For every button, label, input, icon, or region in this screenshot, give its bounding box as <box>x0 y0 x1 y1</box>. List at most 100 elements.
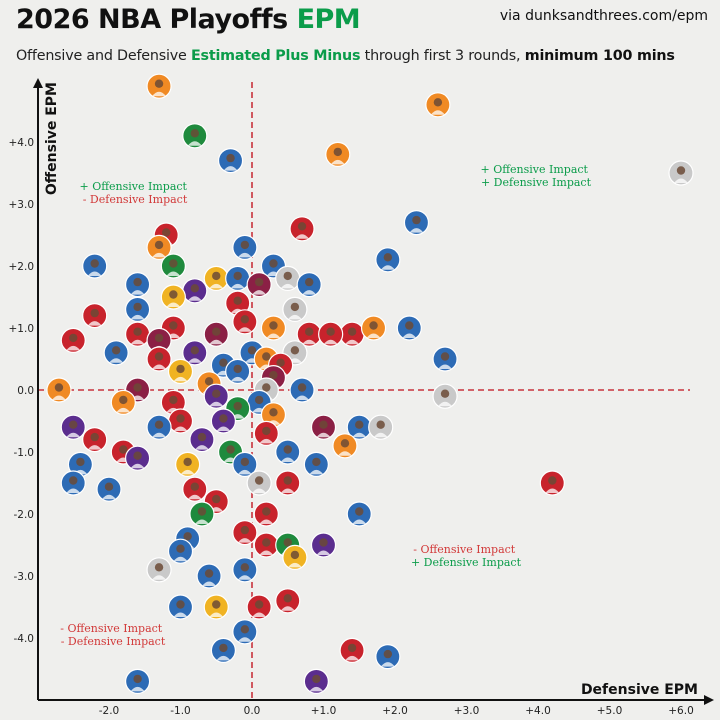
x-tick-label: +5.0 <box>597 705 623 717</box>
player-jersey-icon <box>194 519 209 524</box>
player-jersey-icon <box>287 562 302 568</box>
player-head-icon <box>69 420 78 429</box>
data-point <box>182 278 208 304</box>
data-point <box>167 538 194 564</box>
data-point <box>275 470 301 496</box>
data-point <box>332 433 358 459</box>
player-jersey-icon <box>337 451 352 456</box>
player-head-icon <box>169 395 178 405</box>
player-head-icon <box>233 296 242 305</box>
player-head-icon <box>440 389 450 398</box>
player-head-icon <box>297 222 307 231</box>
data-point <box>318 321 344 347</box>
x-tick-label: +6.0 <box>668 705 694 717</box>
player-jersey-icon <box>209 283 224 289</box>
player-head-icon <box>283 594 292 603</box>
data-point <box>346 501 372 527</box>
player-head-icon <box>226 445 235 454</box>
player-jersey-icon <box>87 271 102 276</box>
player-head-icon <box>154 240 164 250</box>
player-head-icon <box>548 476 557 485</box>
player-head-icon <box>305 327 314 336</box>
data-point <box>225 358 251 384</box>
player-head-icon <box>219 414 228 423</box>
data-point <box>210 408 236 434</box>
page-title: 2026 NBA Playoffs EPM <box>16 4 361 35</box>
data-point <box>203 265 229 291</box>
data-point <box>125 272 151 298</box>
quadrant-bottom-right-line1: - Offensive Impact <box>413 543 516 556</box>
y-tick-label: -2.0 <box>14 509 35 521</box>
data-point <box>310 414 337 440</box>
player-jersey-icon <box>280 457 295 462</box>
player-head-icon <box>247 346 257 355</box>
quadrant-label-top-left: + Offensive Impact - Defensive Impact <box>80 180 191 206</box>
player-jersey-icon <box>380 265 395 270</box>
player-jersey-icon <box>130 290 145 295</box>
player-jersey-icon <box>287 314 302 320</box>
player-jersey-icon <box>152 432 167 438</box>
subtitle-accent: Estimated Plus Minus <box>190 48 361 64</box>
player-jersey-icon <box>152 91 167 97</box>
player-head-icon <box>326 327 335 336</box>
data-point <box>125 668 151 695</box>
player-head-icon <box>90 432 99 442</box>
subtitle-pre: Offensive and Defensive <box>16 48 191 64</box>
player-head-icon <box>90 308 99 318</box>
quadrant-top-right-line1: + Offensive Impact <box>481 163 589 176</box>
player-jersey-icon <box>209 339 224 345</box>
y-tick-label: +4.0 <box>9 137 35 149</box>
player-head-icon <box>104 482 114 491</box>
player-jersey-icon <box>316 432 331 438</box>
data-point <box>82 253 108 279</box>
player-head-icon <box>183 457 192 467</box>
player-head-icon <box>133 674 142 684</box>
data-point <box>167 358 194 384</box>
player-head-icon <box>169 321 178 330</box>
player-head-icon <box>226 153 235 163</box>
data-point <box>232 619 258 645</box>
player-jersey-icon <box>380 662 395 667</box>
data-point <box>125 445 151 471</box>
data-point <box>232 234 258 260</box>
player-head-icon <box>269 259 278 268</box>
y-tick-label: -4.0 <box>14 633 35 645</box>
player-head-icon <box>190 482 199 491</box>
quadrant-top-left-line2: - Defensive Impact <box>83 193 188 206</box>
data-point <box>432 346 458 372</box>
data-point <box>217 148 244 174</box>
data-point <box>196 563 222 589</box>
subtitle-bold: minimum 100 mins <box>524 48 675 64</box>
data-point <box>189 427 215 453</box>
player-head-icon <box>119 445 128 454</box>
player-jersey-icon <box>116 407 131 413</box>
player-head-icon <box>212 271 221 281</box>
player-head-icon <box>133 451 142 460</box>
player-jersey-icon <box>295 395 310 400</box>
data-point <box>539 470 565 496</box>
data-point <box>160 389 186 415</box>
player-jersey-icon <box>166 271 181 276</box>
player-head-icon <box>169 259 178 268</box>
player-head-icon <box>240 315 250 324</box>
player-jersey-icon <box>173 376 188 382</box>
data-point <box>160 284 186 310</box>
player-head-icon <box>183 532 192 541</box>
x-tick-label: +1.0 <box>311 705 337 717</box>
data-point <box>310 532 337 558</box>
data-point <box>425 92 451 118</box>
player-jersey-icon <box>352 519 367 524</box>
player-head-icon <box>69 333 78 343</box>
player-head-icon <box>240 240 250 250</box>
title-main: 2026 NBA Playoffs <box>16 4 297 35</box>
data-point <box>203 383 229 409</box>
data-point <box>146 234 172 260</box>
y-tick-label: -3.0 <box>14 571 35 583</box>
player-jersey-icon <box>409 228 424 233</box>
data-point <box>146 73 172 99</box>
player-head-icon <box>262 507 271 516</box>
player-head-icon <box>219 643 228 653</box>
y-axis-title: Offensive EPM <box>44 82 60 195</box>
y-tick-label: +3.0 <box>9 199 35 211</box>
